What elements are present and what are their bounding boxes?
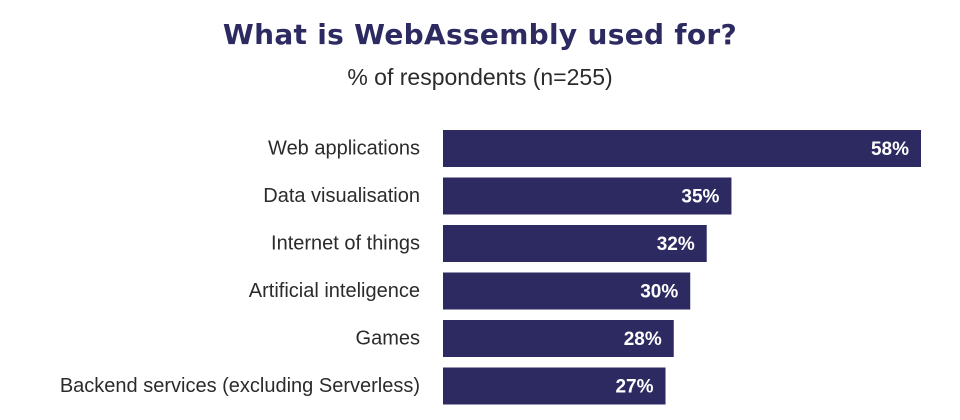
- bar: [443, 320, 674, 357]
- bar: [443, 130, 921, 167]
- category-label: Data visualisation: [263, 185, 420, 207]
- value-label: 32%: [657, 234, 695, 255]
- category-label: Games: [356, 328, 420, 350]
- bar: [443, 272, 691, 310]
- chart-subtitle: % of respondents (n=255): [347, 64, 613, 90]
- category-label: Artificial inteligence: [249, 280, 420, 302]
- category-label: Backend services (excluding Serverless): [60, 375, 420, 397]
- value-label: 28%: [624, 329, 662, 350]
- value-label: 27%: [615, 377, 653, 398]
- bar: [443, 367, 666, 405]
- chart-title: What is WebAssembly used for?: [222, 18, 738, 51]
- bar: [443, 225, 707, 262]
- bar: [443, 177, 732, 215]
- value-label: 35%: [681, 187, 719, 208]
- category-label: Web applications: [268, 138, 420, 160]
- category-label: Internet of things: [271, 233, 420, 255]
- value-label: 30%: [640, 282, 678, 303]
- value-label: 58%: [871, 139, 909, 160]
